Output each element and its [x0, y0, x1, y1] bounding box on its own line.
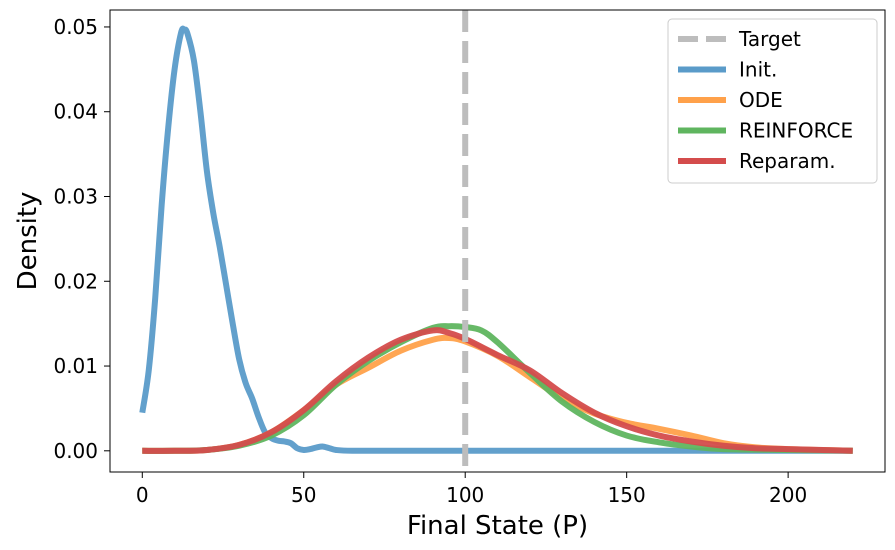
legend: Target Init. ODE REINFORCE Reparam. — [667, 18, 878, 184]
y-axis-label: Density — [13, 192, 43, 291]
y-tick-label: 0.02 — [53, 269, 98, 293]
legend-label-reparam: Reparam. — [739, 149, 836, 173]
legend-label-init: Init. — [739, 58, 777, 82]
plot-area-frame — [109, 9, 886, 473]
y-axis-ticks: 0.00 0.01 0.02 0.03 0.04 0.05 — [53, 15, 110, 463]
legend-label-reinforce: REINFORCE — [739, 119, 853, 143]
y-tick-label: 0.01 — [53, 354, 98, 378]
x-tick-label: 200 — [769, 483, 807, 507]
legend-box — [667, 18, 878, 184]
legend-label-target: Target — [738, 27, 801, 51]
x-tick-label: 0 — [136, 483, 149, 507]
x-tick-label: 150 — [608, 483, 646, 507]
y-tick-label: 0.05 — [53, 15, 98, 39]
y-tick-label: 0.04 — [53, 100, 98, 124]
x-tick-label: 50 — [291, 483, 316, 507]
series-line-init — [139, 25, 853, 454]
x-axis-label: Final State (P) — [407, 511, 588, 541]
y-tick-label: 0.03 — [53, 184, 98, 208]
y-tick-label: 0.00 — [53, 439, 98, 463]
legend-label-ode: ODE — [739, 88, 783, 112]
x-tick-label: 100 — [446, 483, 484, 507]
x-axis-ticks: 0 50 100 150 200 — [136, 472, 807, 507]
